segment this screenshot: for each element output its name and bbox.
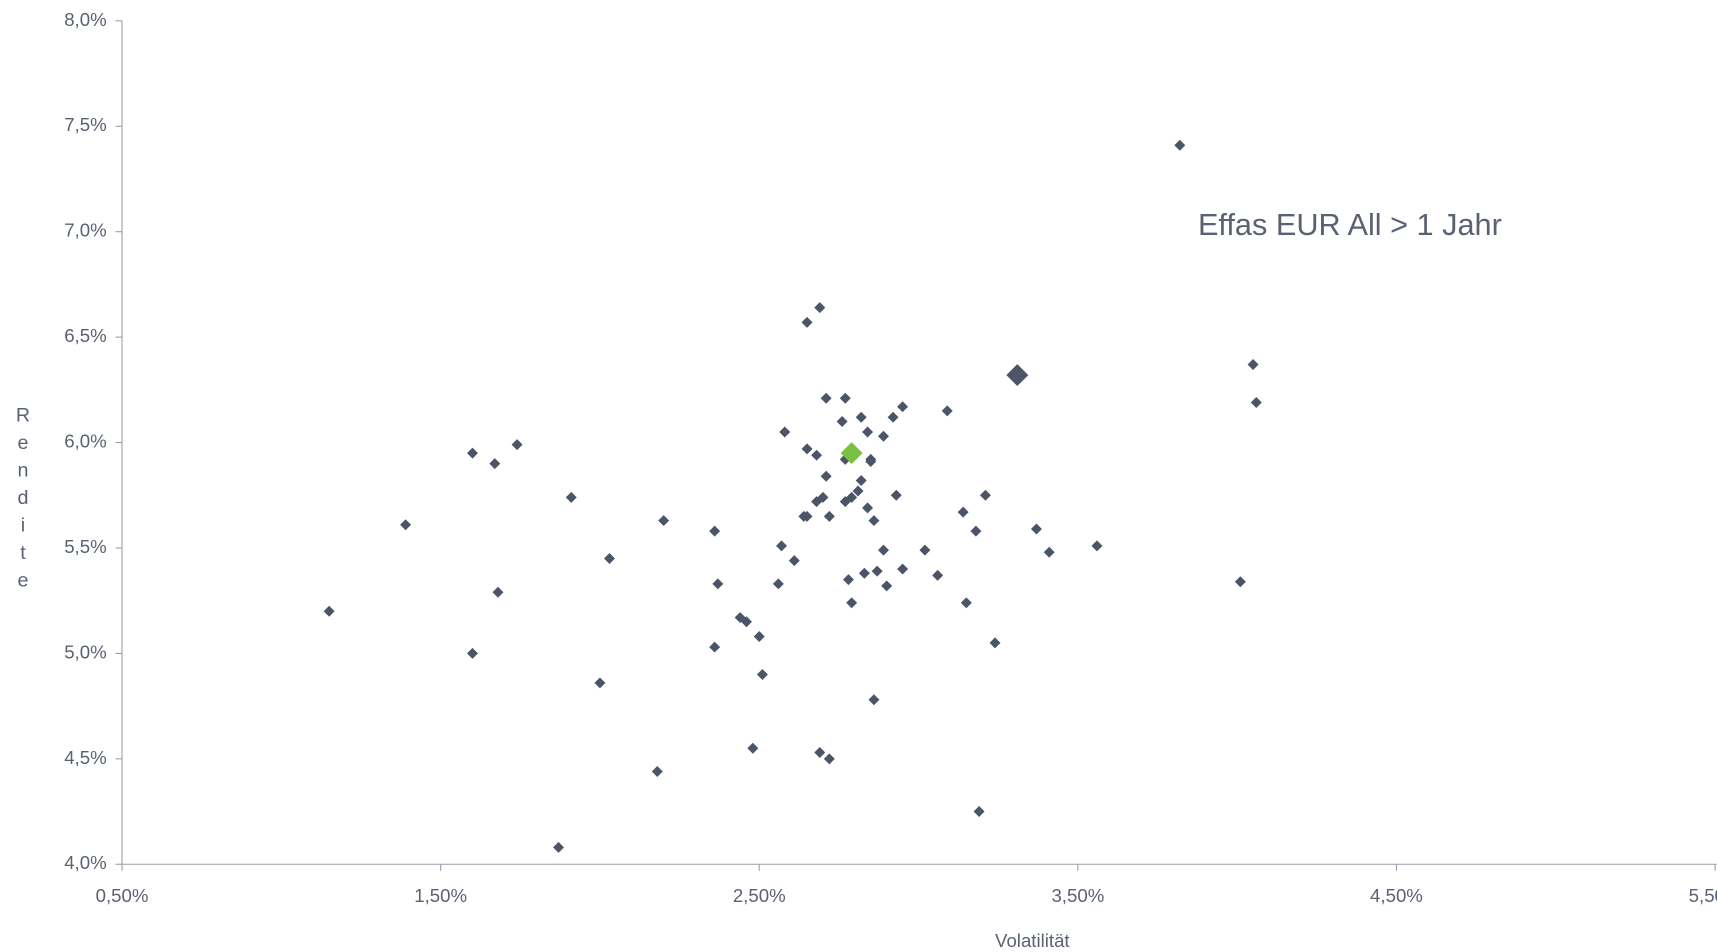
point (779, 426, 791, 438)
point (1091, 540, 1103, 552)
point (747, 742, 759, 754)
point (979, 489, 991, 501)
point (467, 447, 478, 459)
point (492, 586, 504, 598)
point (881, 580, 893, 592)
y-tick-label: 7,0% (64, 220, 106, 241)
y-tick-label: 4,5% (64, 747, 106, 768)
point (878, 544, 889, 556)
point (323, 605, 335, 617)
point (957, 506, 969, 518)
point (839, 392, 851, 404)
point (862, 502, 874, 514)
y-tick-label: 6,5% (64, 325, 106, 346)
point (1250, 397, 1262, 408)
point (941, 405, 953, 417)
point (756, 669, 768, 680)
point (855, 475, 867, 486)
point (846, 491, 858, 503)
point (651, 765, 663, 777)
point (842, 574, 854, 586)
y-axis-label: Rendite (12, 405, 34, 597)
y-tick-label: 6,0% (64, 430, 106, 451)
y-tick-label: 4,0% (64, 852, 106, 873)
point (862, 426, 874, 438)
point (1247, 359, 1259, 371)
point (897, 563, 909, 575)
point (973, 806, 985, 818)
point (858, 567, 870, 579)
point (823, 753, 835, 765)
point (836, 415, 848, 427)
point (753, 631, 765, 643)
point (489, 458, 501, 470)
point (989, 637, 1001, 649)
point (890, 489, 902, 501)
point (868, 694, 880, 706)
point (846, 597, 858, 609)
y-tick-label: 5,5% (64, 536, 106, 557)
annotation: Effas EUR All > 1 Jahr (1198, 207, 1502, 242)
point (1234, 576, 1246, 588)
y-tick-label: 8,0% (64, 9, 106, 30)
point (511, 439, 523, 451)
point (820, 470, 832, 482)
point (820, 392, 832, 404)
point (970, 525, 982, 537)
point (1030, 523, 1042, 535)
point (1043, 546, 1055, 558)
y-tick-label: 7,5% (64, 114, 106, 135)
point (814, 747, 826, 758)
point (709, 641, 721, 653)
point (801, 316, 813, 328)
point (400, 519, 412, 531)
x-axis-label: Volatilität (995, 930, 1070, 951)
x-tick-label: 3,50% (1051, 885, 1104, 906)
point (811, 449, 823, 461)
point (887, 411, 899, 423)
point (801, 510, 813, 522)
point (855, 411, 867, 423)
point (814, 302, 826, 314)
point (897, 401, 909, 413)
x-tick-label: 5,50% (1689, 885, 1717, 906)
y-tick-label: 5,0% (64, 641, 106, 662)
point (960, 597, 972, 609)
point (1174, 139, 1186, 151)
point (801, 443, 813, 455)
x-tick-label: 2,50% (733, 885, 786, 906)
point (658, 515, 670, 527)
point (594, 677, 606, 689)
x-tick-label: 1,50% (414, 885, 467, 906)
point (852, 485, 864, 497)
x-tick-label: 4,50% (1370, 885, 1423, 906)
point (932, 569, 944, 581)
point (871, 565, 883, 577)
point (817, 491, 829, 503)
point (712, 578, 724, 590)
point (772, 578, 784, 590)
point (467, 647, 478, 659)
point (709, 525, 721, 537)
point (865, 456, 877, 468)
point (776, 540, 788, 552)
point (604, 553, 615, 565)
point (823, 510, 835, 522)
point (553, 841, 564, 853)
point (919, 544, 931, 556)
point (868, 515, 880, 527)
x-tick-label: 0,50% (96, 885, 149, 906)
point (741, 616, 752, 628)
point (878, 430, 889, 442)
point (1006, 364, 1029, 387)
point (788, 555, 800, 567)
point (565, 491, 577, 503)
